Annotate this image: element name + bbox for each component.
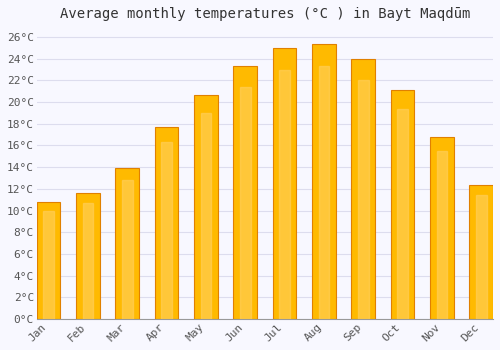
Bar xyxy=(391,90,414,319)
Bar xyxy=(43,211,54,319)
Bar xyxy=(279,70,290,319)
Bar xyxy=(76,193,100,319)
Bar xyxy=(161,142,172,319)
Bar xyxy=(430,137,454,319)
Bar xyxy=(154,127,178,319)
Bar xyxy=(352,59,375,319)
Bar xyxy=(234,66,257,319)
Bar xyxy=(312,44,336,319)
Bar xyxy=(116,168,139,319)
Title: Average monthly temperatures (°C ) in Bayt Maqdūm: Average monthly temperatures (°C ) in Ba… xyxy=(60,7,470,21)
Bar xyxy=(240,86,250,319)
Bar xyxy=(36,202,60,319)
Bar xyxy=(398,108,408,319)
Bar xyxy=(318,66,329,319)
Bar xyxy=(82,203,93,319)
Bar xyxy=(470,184,493,319)
Bar xyxy=(273,48,296,319)
Bar xyxy=(436,152,447,319)
Bar xyxy=(194,94,218,319)
Bar xyxy=(200,112,211,319)
Bar xyxy=(476,195,486,319)
Bar xyxy=(358,79,368,319)
Bar xyxy=(122,180,132,319)
